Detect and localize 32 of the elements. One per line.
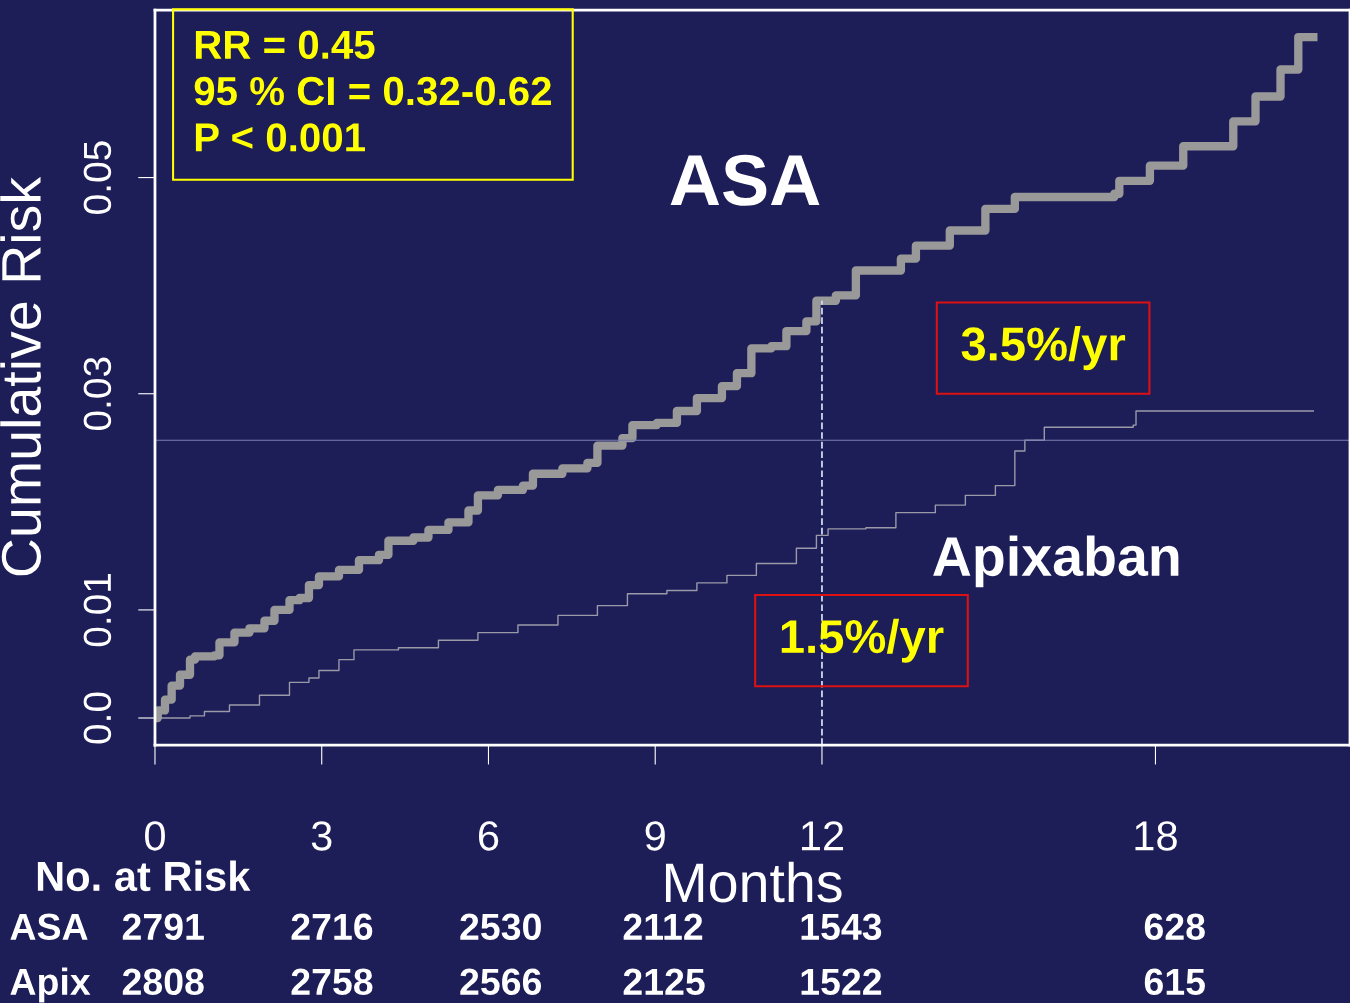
- y-tick-label: 0.05: [83, 141, 112, 214]
- text: 1522: [801, 968, 882, 996]
- x-tick-label: 6: [479, 821, 499, 851]
- series-label: ASA: [670, 154, 820, 206]
- y-tick-label: 0.03: [83, 357, 112, 431]
- y-tick-label: 0.01: [83, 573, 112, 647]
- series-label: Apixaban: [933, 535, 1179, 588]
- x-tick-label: 0: [145, 821, 165, 851]
- y-axis-title: Cumulative Risk: [0, 176, 42, 576]
- x-tick-label: 9: [645, 821, 665, 851]
- text: 2791: [122, 913, 204, 941]
- y-tick-label: 0.0: [83, 692, 112, 744]
- text: 2125: [623, 968, 705, 996]
- x-tick-label: 3: [311, 821, 332, 851]
- x-tick-label: 18: [1135, 821, 1177, 851]
- text: 628: [1144, 913, 1205, 941]
- text: 1543: [801, 913, 882, 941]
- text: 2758: [291, 968, 373, 996]
- annotation: 3.5%/yr: [961, 326, 1126, 371]
- text: 2566: [460, 968, 542, 996]
- x-tick-label: 12: [801, 821, 844, 851]
- x-axis-title: Months: [665, 861, 842, 903]
- text: 2530: [460, 913, 541, 941]
- text: ASA: [10, 913, 88, 941]
- annotation: RR = 0.45 95 % CI = 0.32-0.62 P < 0.001: [194, 30, 551, 152]
- text: Apix: [10, 967, 91, 1003]
- text: 2112: [623, 913, 703, 940]
- text: No. at Risk: [37, 860, 251, 892]
- annotation: 1.5%/yr: [781, 618, 944, 663]
- text: 2716: [291, 913, 373, 941]
- text: 2808: [122, 968, 204, 996]
- text: 615: [1144, 968, 1205, 996]
